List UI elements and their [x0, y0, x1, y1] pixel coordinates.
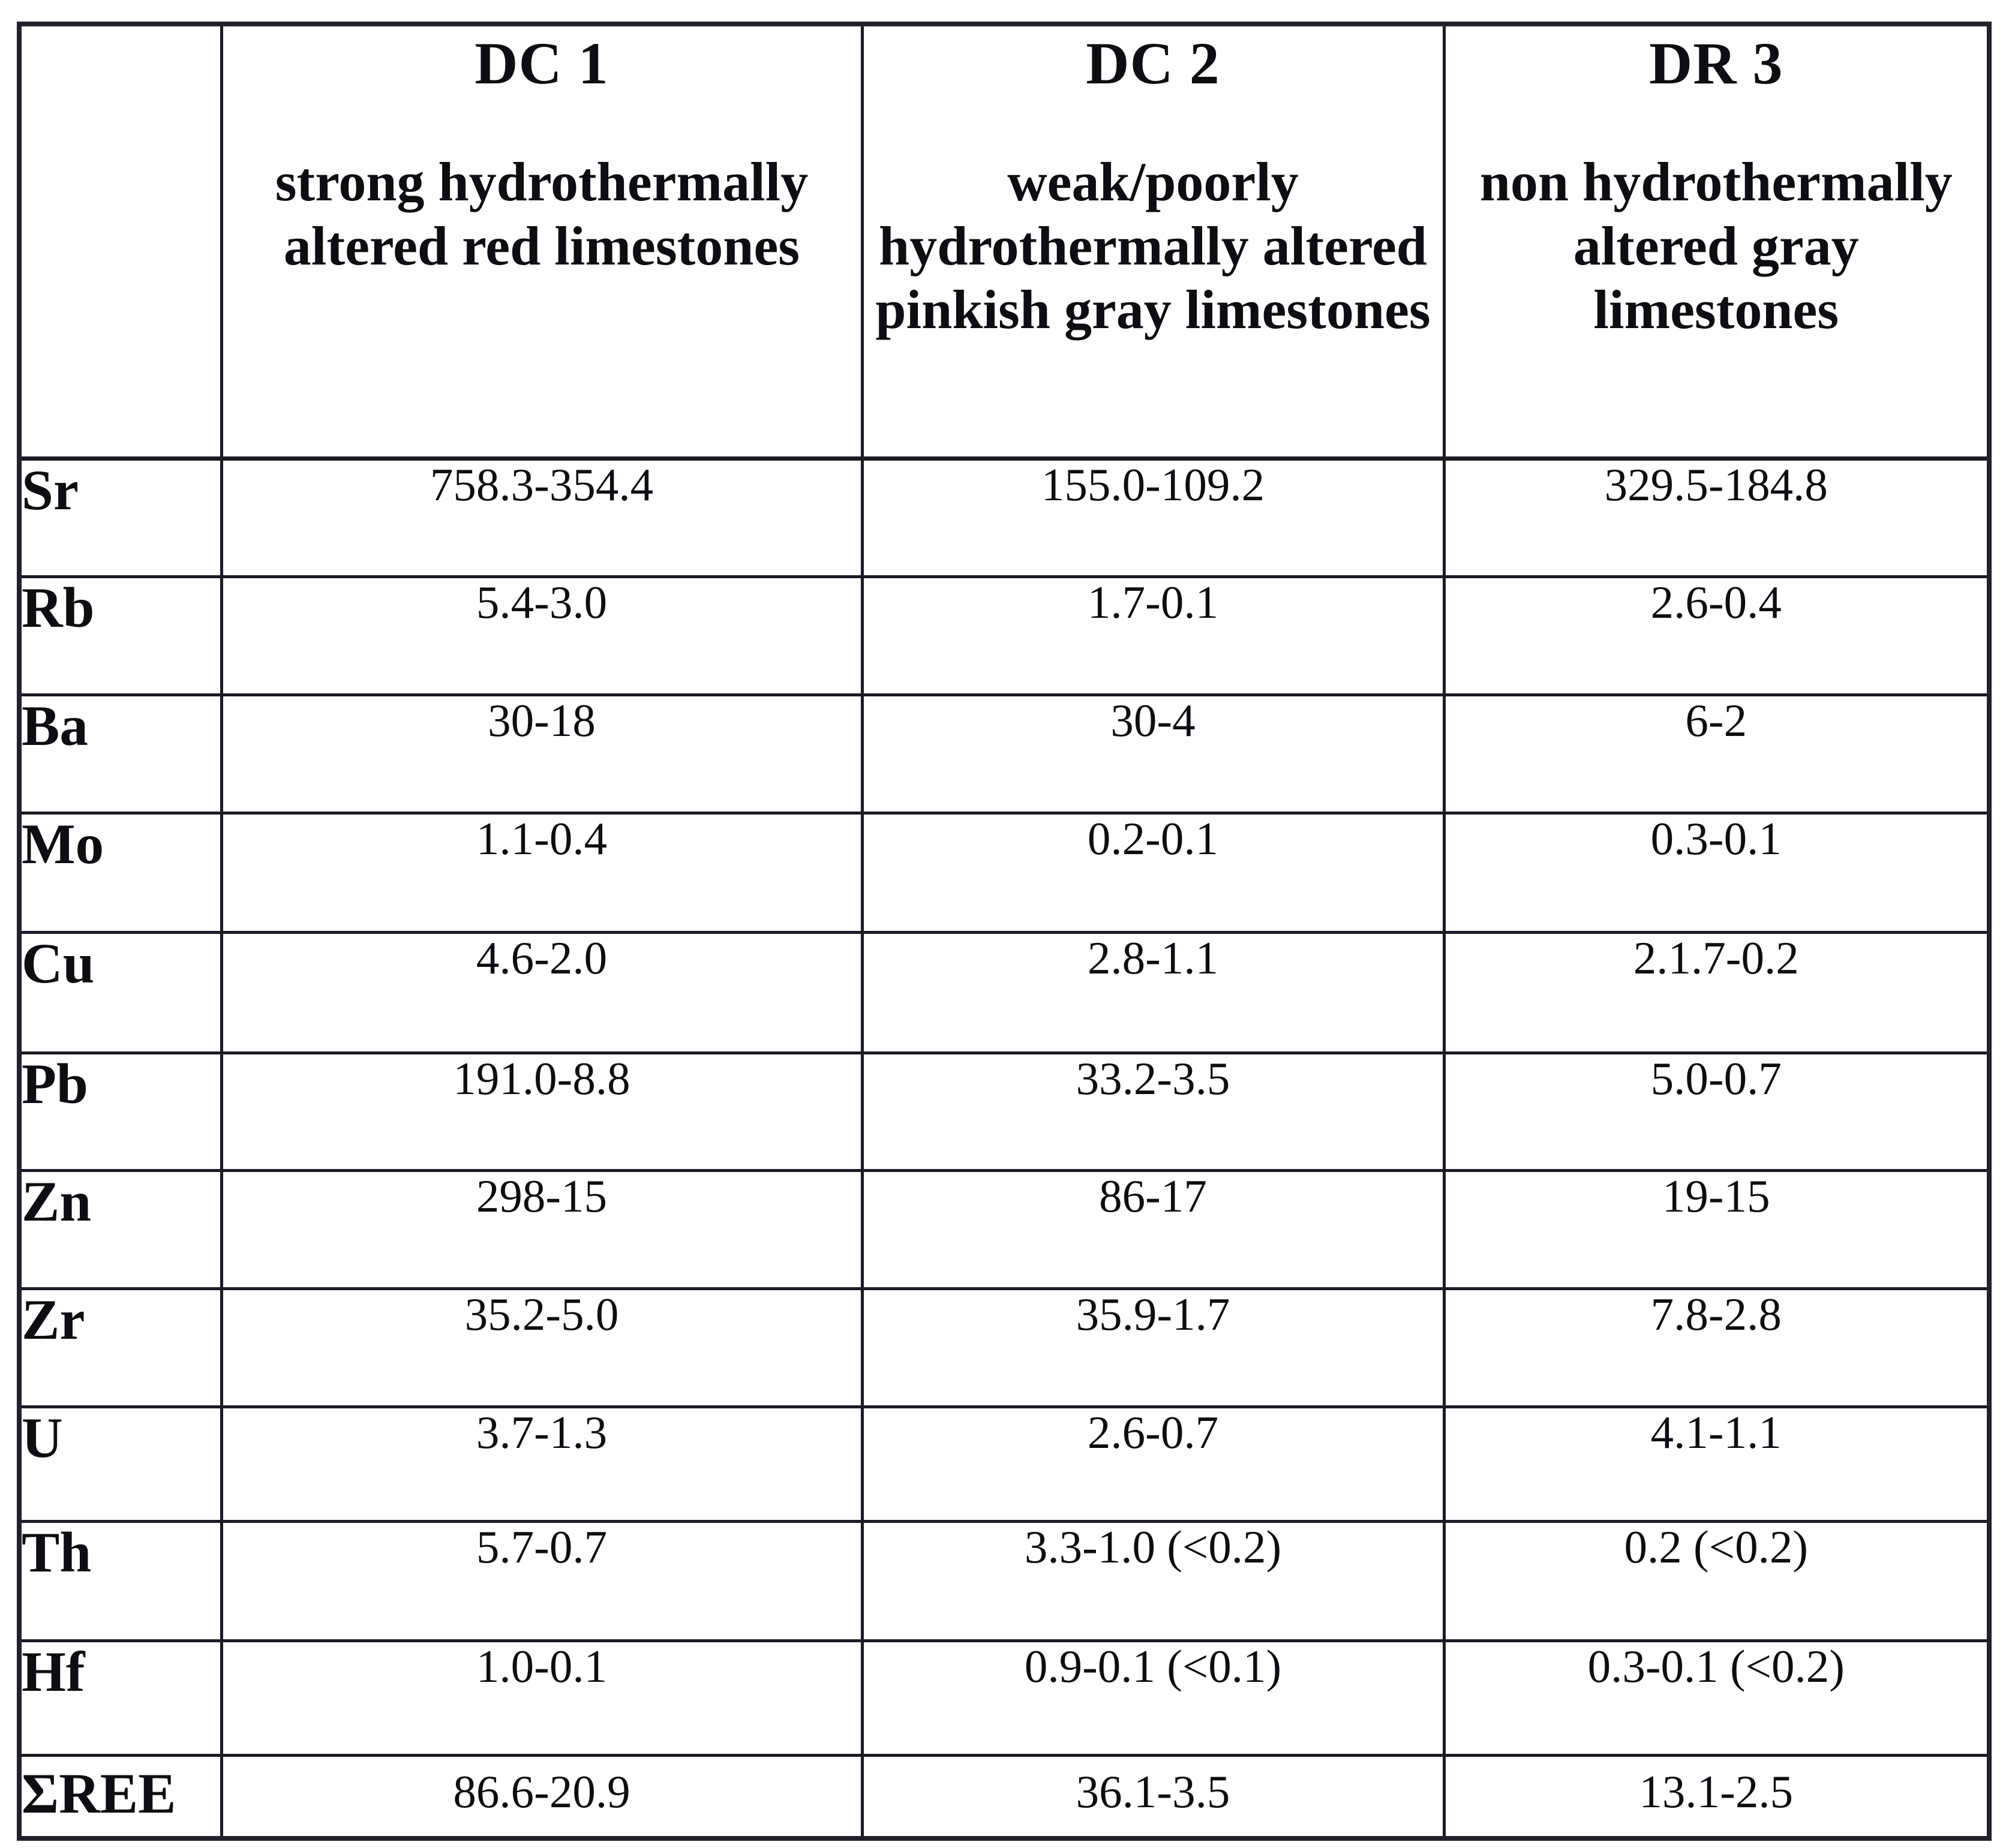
- element-label: Hf: [17, 1639, 223, 1757]
- value-cell: 0.2-0.1: [860, 811, 1446, 934]
- value-cell: 1.7-0.1: [860, 575, 1446, 696]
- element-label: Cu: [17, 930, 223, 1054]
- value-cell: 1.1-0.4: [220, 811, 864, 934]
- corner-cell: [17, 22, 223, 461]
- value-cell: 0.3-0.1: [1442, 811, 1991, 934]
- column-title: DC 1: [475, 30, 609, 97]
- column-description: weak/poorly hydrothermally altered pinki…: [875, 151, 1431, 341]
- value-cell: 2.8-1.1: [860, 930, 1446, 1054]
- value-cell: 3.7-1.3: [220, 1405, 864, 1523]
- value-cell: 3.3-1.0 (<0.2): [860, 1519, 1446, 1642]
- value-cell: 5.7-0.7: [220, 1519, 864, 1642]
- element-label: Rb: [17, 575, 223, 696]
- table-row-hf: Hf 1.0-0.1 0.9-0.1 (<0.1) 0.3-0.1 (<0.2): [17, 1639, 1991, 1757]
- value-cell: 0.2 (<0.2): [1442, 1519, 1991, 1642]
- value-cell: 2.6-0.4: [1442, 575, 1991, 696]
- value-cell: 191.0-8.8: [220, 1051, 864, 1172]
- value-cell: 35.2-5.0: [220, 1287, 864, 1408]
- value-cell: 155.0-109.2: [860, 456, 1446, 578]
- value-cell: 19-15: [1442, 1168, 1991, 1290]
- value-cell: 2.6-0.7: [860, 1405, 1446, 1523]
- table-row-rb: Rb 5.4-3.0 1.7-0.1 2.6-0.4: [17, 575, 1991, 696]
- element-label: Pb: [17, 1051, 223, 1172]
- table-row-sum-ree: ΣREE 86.6-20.9 36.1-3.5 13.1-2.5: [17, 1753, 1991, 1840]
- value-cell: 5.0-0.7: [1442, 1051, 1991, 1172]
- element-label: Mo: [17, 811, 223, 934]
- value-cell: 86-17: [860, 1168, 1446, 1290]
- table-row-cu: Cu 4.6-2.0 2.8-1.1 2.1.7-0.2: [17, 930, 1991, 1054]
- element-label: Ba: [17, 693, 223, 815]
- value-cell: 0.9-0.1 (<0.1): [860, 1639, 1446, 1757]
- table-row-ba: Ba 30-18 30-4 6-2: [17, 693, 1991, 815]
- element-label: Th: [17, 1519, 223, 1642]
- value-cell: 33.2-3.5: [860, 1051, 1446, 1172]
- value-cell: 35.9-1.7: [860, 1287, 1446, 1408]
- value-cell: 758.3-354.4: [220, 456, 864, 578]
- table-row-sr: Sr 758.3-354.4 155.0-109.2 329.5-184.8: [17, 456, 1991, 578]
- column-description: non hydrothermally altered gray limeston…: [1479, 151, 1953, 341]
- table-row-th: Th 5.7-0.7 3.3-1.0 (<0.2) 0.2 (<0.2): [17, 1519, 1991, 1642]
- element-label: Sr: [17, 456, 223, 578]
- table-row-u: U 3.7-1.3 2.6-0.7 4.1-1.1: [17, 1405, 1991, 1523]
- element-label: Zr: [17, 1287, 223, 1408]
- value-cell: 4.1-1.1: [1442, 1405, 1991, 1523]
- value-cell: 298-15: [220, 1168, 864, 1290]
- value-cell: 6-2: [1442, 693, 1991, 815]
- column-description: strong hydrothermally altered red limest…: [275, 151, 809, 277]
- column-title: DC 2: [1086, 30, 1220, 97]
- trace-element-table: DC 1 strong hydrothermally altered red l…: [17, 22, 1992, 1841]
- value-cell: 2.1.7-0.2: [1442, 930, 1991, 1054]
- element-label: Zn: [17, 1168, 223, 1290]
- table-sheet: DC 1 strong hydrothermally altered red l…: [17, 22, 1992, 1841]
- value-cell: 0.3-0.1 (<0.2): [1442, 1639, 1991, 1757]
- column-title: DR 3: [1649, 30, 1783, 97]
- value-cell: 13.1-2.5: [1442, 1753, 1991, 1840]
- value-cell: 86.6-20.9: [220, 1753, 864, 1840]
- value-cell: 36.1-3.5: [860, 1753, 1446, 1840]
- table-row-zr: Zr 35.2-5.0 35.9-1.7 7.8-2.8: [17, 1287, 1991, 1408]
- table-row-mo: Mo 1.1-0.4 0.2-0.1 0.3-0.1: [17, 811, 1991, 934]
- column-header-dc1: DC 1 strong hydrothermally altered red l…: [220, 22, 864, 461]
- value-cell: 4.6-2.0: [220, 930, 864, 1054]
- header-row: DC 1 strong hydrothermally altered red l…: [17, 22, 1991, 461]
- value-cell: 30-4: [860, 693, 1446, 815]
- value-cell: 30-18: [220, 693, 864, 815]
- value-cell: 1.0-0.1: [220, 1639, 864, 1757]
- table-row-zn: Zn 298-15 86-17 19-15: [17, 1168, 1991, 1290]
- element-label: U: [17, 1405, 223, 1523]
- value-cell: 329.5-184.8: [1442, 456, 1991, 578]
- value-cell: 7.8-2.8: [1442, 1287, 1991, 1408]
- table-row-pb: Pb 191.0-8.8 33.2-3.5 5.0-0.7: [17, 1051, 1991, 1172]
- column-header-dc2: DC 2 weak/poorly hydrothermally altered …: [860, 22, 1446, 461]
- value-cell: 5.4-3.0: [220, 575, 864, 696]
- element-label: ΣREE: [17, 1753, 223, 1840]
- column-header-dr3: DR 3 non hydrothermally altered gray lim…: [1442, 22, 1991, 461]
